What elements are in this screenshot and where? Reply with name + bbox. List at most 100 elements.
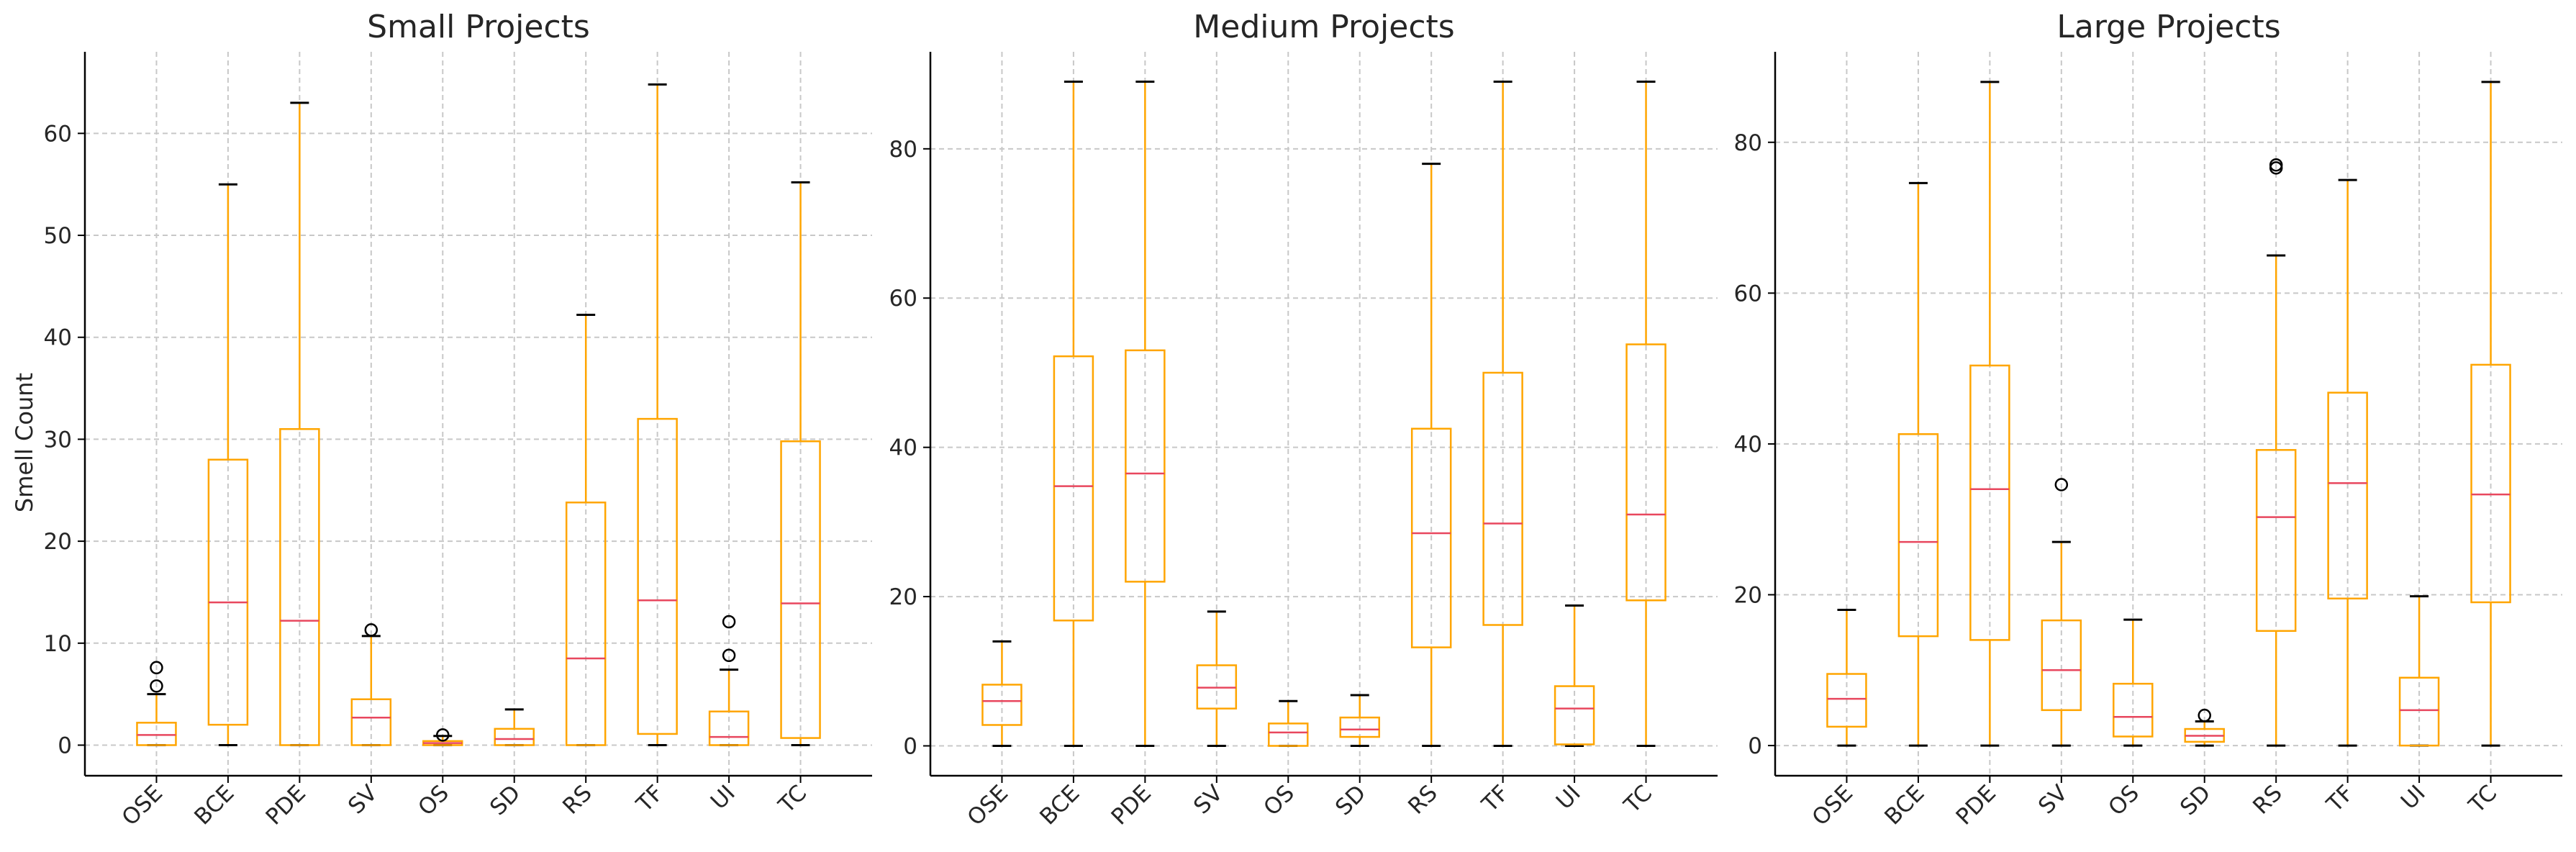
x-tick-label: SD [2175, 780, 2216, 820]
outlier-point [2198, 708, 2211, 722]
x-tick-label: TC [1619, 780, 1658, 819]
box-iqr [2041, 619, 2082, 712]
y-axis-label: Smell Count [11, 373, 38, 512]
y-tick-label: 60 [1734, 281, 1762, 307]
x-tick-label: TC [2464, 780, 2503, 819]
box-iqr [2255, 449, 2297, 633]
outlier-point [436, 728, 450, 742]
x-tick-label: PDE [261, 780, 311, 830]
box-ui [1554, 604, 1595, 748]
x-tick-label: OS [413, 780, 454, 821]
box-ose [1826, 608, 1867, 747]
y-tick-label: 40 [1734, 432, 1762, 458]
x-tick-label: TF [631, 780, 668, 817]
box-iqr [780, 440, 821, 739]
y-tick-label: 50 [44, 223, 72, 249]
x-tick-label: OSE [963, 780, 1013, 830]
x-tick-label: BCE [1879, 780, 1929, 830]
box-iqr [1339, 716, 1380, 738]
y-tick-label: 0 [58, 733, 72, 758]
box-iqr [1410, 427, 1452, 648]
outlier-point [722, 615, 736, 629]
box-pde [279, 101, 320, 746]
box-iqr [1268, 722, 1309, 747]
box-bce [207, 183, 249, 746]
box-iqr [1969, 364, 2010, 641]
x-tick-label: TF [2321, 780, 2359, 817]
box-bce [1897, 181, 1939, 747]
y-tick-label: 80 [1734, 130, 1762, 156]
box-pde [1125, 80, 1166, 748]
outlier-point [2054, 478, 2069, 491]
box-sd [1339, 694, 1380, 748]
box-sv [350, 623, 392, 746]
x-tick-label: SV [343, 780, 382, 819]
x-tick-label: UI [2396, 780, 2431, 815]
x-tick-label: SD [1330, 780, 1371, 820]
box-rs [2255, 158, 2297, 747]
x-tick-label: OS [1258, 780, 1300, 821]
x-tick-label: UI [1551, 780, 1586, 815]
box-iqr [2113, 682, 2154, 738]
box-iqr [2470, 363, 2511, 604]
box-os [1268, 699, 1309, 748]
box-ui [2398, 595, 2440, 747]
y-tick-label: 80 [889, 137, 917, 163]
box-rs [1410, 163, 1452, 748]
y-tick-label: 30 [44, 427, 72, 453]
box-ui [708, 615, 750, 746]
outlier-point [2269, 158, 2283, 172]
y-tick-label: 20 [889, 584, 917, 610]
box-iqr [1125, 349, 1166, 583]
y-tick-label: 20 [1734, 583, 1762, 609]
box-iqr [207, 458, 249, 726]
box-iqr [1053, 355, 1094, 622]
x-tick-label: UI [706, 780, 740, 815]
y-tick-label: 60 [889, 286, 917, 312]
box-iqr [1482, 371, 1523, 626]
y-tick-label: 0 [903, 734, 917, 760]
chart-title: Large Projects [2056, 9, 2280, 45]
box-tf [637, 83, 678, 746]
y-tick-label: 40 [889, 435, 917, 461]
x-tick-label: SD [485, 780, 525, 820]
x-tick-label: OSE [117, 780, 168, 830]
y-tick-label: 40 [44, 325, 72, 351]
box-iqr [981, 684, 1022, 726]
box-iqr [1826, 673, 1867, 728]
x-tick-label: SV [2033, 780, 2072, 819]
x-tick-label: OS [2103, 780, 2144, 821]
x-tick-label: RS [558, 780, 597, 820]
x-tick-label: PDE [1951, 780, 2001, 830]
x-tick-label: RS [2248, 780, 2287, 820]
box-tf [1482, 80, 1523, 748]
x-tick-label: BCE [189, 780, 239, 830]
box-iqr [637, 417, 678, 735]
box-tc [1625, 80, 1666, 748]
outlier-point [722, 648, 736, 663]
box-bce [1053, 80, 1094, 748]
chart-panel: 0 20 40 60 80 OSE BCE PDE SV OS SD RS TF UI TC Medium P… [889, 9, 1718, 831]
chart-panel: 0 10 20 30 40 50 60 OSE BCE PDE SV OS SD RS TF UI TC Smal… [44, 9, 872, 831]
box-iqr [1897, 433, 1939, 638]
y-tick-label: 10 [44, 631, 72, 657]
box-iqr [1554, 685, 1595, 746]
box-os [422, 728, 463, 746]
box-iqr [2327, 391, 2368, 599]
box-pde [1969, 81, 2010, 747]
outlier-point [364, 623, 378, 637]
box-iqr [136, 722, 177, 746]
box-iqr [565, 502, 607, 746]
box-sd [2184, 708, 2225, 747]
x-tick-label: RS [1403, 780, 1443, 820]
y-tick-label: 60 [44, 121, 72, 147]
outlier-point [150, 661, 163, 675]
x-tick-label: OSE [1808, 780, 1858, 830]
box-iqr [2398, 676, 2440, 747]
box-iqr [494, 728, 535, 746]
box-tf [2327, 178, 2368, 747]
box-sv [1196, 610, 1238, 748]
x-tick-label: SV [1189, 780, 1228, 819]
box-sv [2041, 478, 2082, 747]
